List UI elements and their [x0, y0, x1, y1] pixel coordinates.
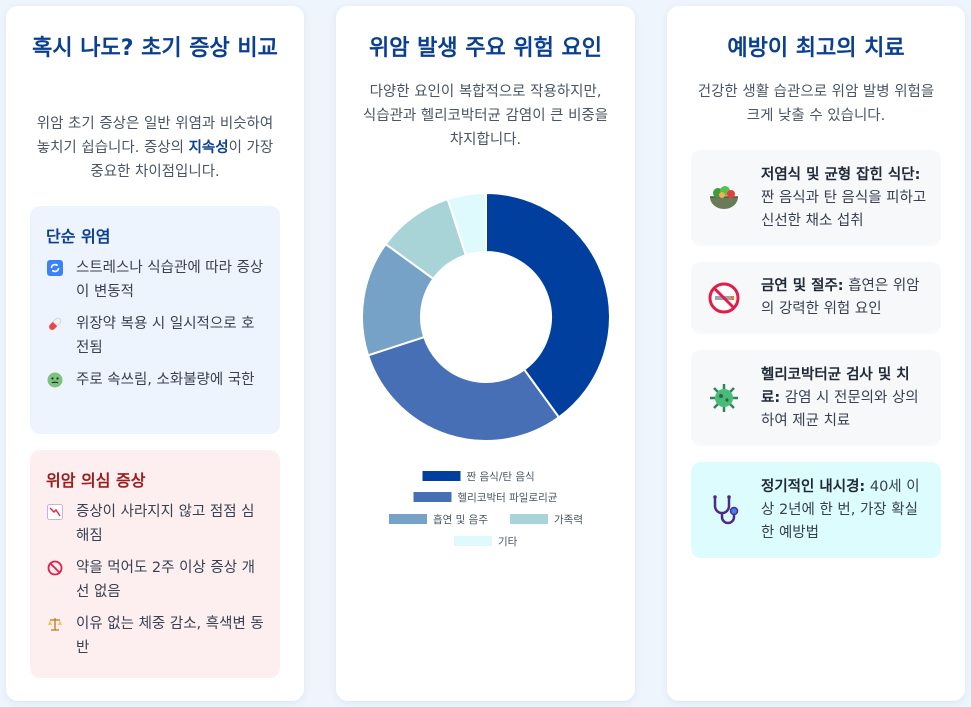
- legend-swatch-3[interactable]: [510, 514, 548, 524]
- simple-gastritis-box: 단순 위염 스트레스나 식습관에 따라 증상이 변동적 위장약 복용 시 일시적…: [30, 206, 280, 434]
- scale-icon: [46, 615, 64, 633]
- symptom-comparison-card: 혹시 나도? 초기 증상 비교 위암 초기 증상은 일반 위염과 비슷하여 놓치…: [6, 6, 304, 701]
- risk-factors-card: 위암 발생 주요 위험 요인 다양한 요인이 복합적으로 작용하지만, 식습관과…: [336, 6, 635, 701]
- list-item: 위장약 복용 시 일시적으로 호전됨: [46, 312, 264, 360]
- list-item: 약을 먹어도 2주 이상 증상 개선 없음: [46, 556, 264, 604]
- legend-swatch-2[interactable]: [389, 514, 427, 524]
- sick-face-icon: [46, 371, 64, 389]
- prohibited-icon: [46, 559, 64, 577]
- stethoscope-icon: [705, 491, 743, 529]
- card-title: 예방이 최고의 치료: [727, 36, 905, 61]
- prevention-card: 예방이 최고의 치료 건강한 생활 습관으로 위암 발병 위험을 크게 낮출 수…: [667, 6, 965, 701]
- tip-low-salt-diet: 저염식 및 균형 잡힌 식단: 짠 음식과 탄 음식을 피하고 신선한 채소 섭…: [691, 150, 941, 246]
- legend-label-0[interactable]: 짠 음식/탄 음식: [467, 471, 535, 483]
- legend-label-1[interactable]: 헬리코박터 파일로리균: [458, 491, 558, 504]
- highlight-text: 지속성: [188, 140, 229, 156]
- legend-swatch-0[interactable]: [422, 471, 461, 481]
- cancer-suspect-box: 위암 의심 증상 증상이 사라지지 않고 점점 심해짐 약을 먹어도 2주 이상…: [30, 450, 280, 678]
- list-item: 주로 속쓰림, 소화불량에 국한: [46, 368, 264, 392]
- tip-no-smoking: 금연 및 절주: 흡연은 위암의 강력한 위험 요인: [691, 262, 941, 334]
- trend-down-icon: [46, 503, 64, 521]
- box-title: 위암 의심 증상: [46, 471, 146, 490]
- box-title: 단순 위염: [46, 227, 111, 246]
- card-description: 다양한 요인이 복합적으로 작용하지만, 식습관과 헬리코박터균 감염이 큰 비…: [362, 84, 609, 148]
- tip-helicobacter-test: 헬리코박터균 검사 및 치료: 감염 시 전문의와 상의하여 제균 치료: [691, 350, 941, 446]
- legend-swatch-1[interactable]: [413, 492, 452, 502]
- card-title: 혹시 나도? 초기 증상 비교: [32, 36, 278, 61]
- list-item: 이유 없는 체중 감소, 흑색변 동반: [46, 612, 264, 660]
- list-item: 스트레스나 식습관에 따라 증상이 변동적: [46, 256, 264, 304]
- donut-slice-0[interactable]: [485, 191, 611, 419]
- donut-slice-4[interactable]: [446, 191, 487, 257]
- card-description: 위암 초기 증상은 일반 위염과 비슷하여 놓치기 쉽습니다. 증상의 지속성이…: [36, 116, 274, 180]
- card-title: 위암 발생 주요 위험 요인: [368, 36, 603, 61]
- legend-label-2[interactable]: 흡연 및 음주: [433, 513, 488, 526]
- no-smoking-icon: [705, 279, 743, 317]
- legend-swatch-4[interactable]: [454, 536, 492, 546]
- donut-slice-1[interactable]: [366, 335, 561, 442]
- card-description: 건강한 생활 습관으로 위암 발병 위험을 크게 낮출 수 있습니다.: [697, 84, 935, 124]
- list-item: 증상이 사라지지 않고 점점 심해짐: [46, 500, 264, 548]
- tip-regular-endoscopy: 정기적인 내시경: 40세 이상 2년에 한 번, 가장 확실한 예방법: [691, 462, 941, 558]
- microbe-icon: [705, 379, 743, 417]
- refresh-icon: [46, 259, 64, 277]
- pill-icon: [46, 315, 64, 333]
- legend-label-4[interactable]: 기타: [498, 536, 518, 548]
- legend-label-3[interactable]: 가족력: [554, 514, 583, 526]
- salad-icon: [705, 179, 743, 217]
